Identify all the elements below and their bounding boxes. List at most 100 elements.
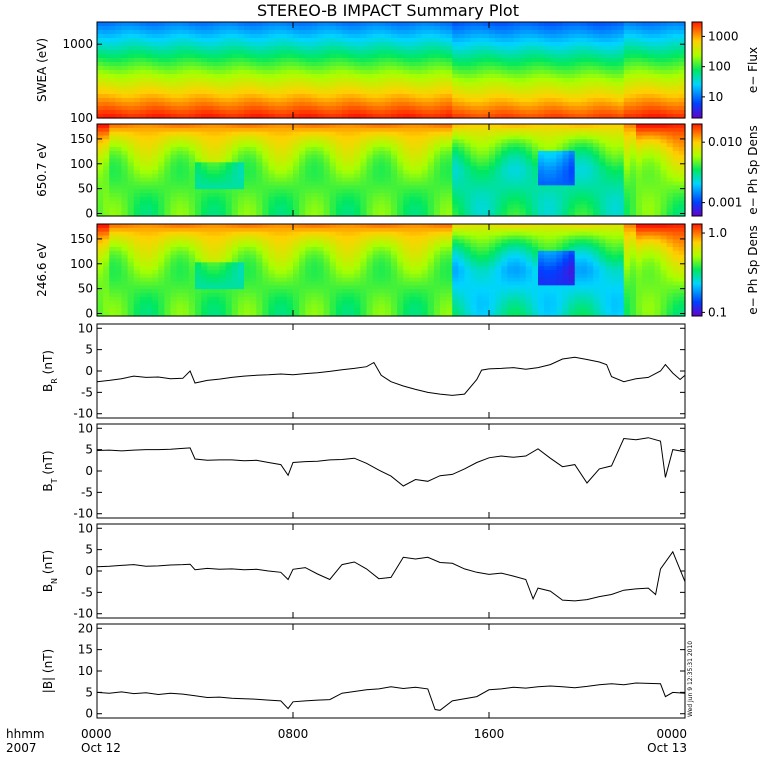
heatmap-cell (274, 127, 282, 133)
heatmap-cell (127, 147, 135, 152)
heatmap-cell (293, 34, 300, 39)
heatmap-cell (446, 46, 453, 51)
heatmap-cell (158, 289, 165, 294)
heatmap-cell (507, 58, 515, 63)
heatmap-cell (666, 181, 674, 186)
heatmap-cell (158, 22, 165, 27)
heatmap-cell (568, 204, 576, 209)
heatmap-cell (262, 181, 270, 186)
heatmap-cell (280, 208, 288, 213)
heatmap-cell (323, 34, 331, 39)
heatmap-cell (115, 189, 123, 194)
heatmap-cell (476, 22, 484, 27)
heatmap-cell (164, 300, 172, 306)
heatmap-cell (397, 66, 404, 71)
heatmap-cell (648, 189, 655, 194)
heatmap-cell (507, 154, 515, 160)
heatmap-cell (519, 82, 527, 87)
heatmap-cell (317, 204, 325, 209)
heatmap-cell (593, 208, 600, 213)
heatmap-cell (152, 139, 159, 144)
heatmap-cell (452, 94, 459, 99)
heatmap-cell (280, 200, 288, 206)
heatmap-cell (629, 38, 637, 43)
heatmap-cell (672, 177, 680, 183)
heatmap-cell (660, 166, 668, 171)
heatmap-cell (219, 154, 227, 160)
heatmap-cell (323, 46, 331, 51)
heatmap-cell (672, 154, 680, 160)
heatmap-cell (452, 114, 459, 119)
heatmap-cell (109, 262, 116, 267)
heatmap-cell (342, 50, 349, 55)
heatmap-cell (127, 185, 135, 190)
heatmap-cell (354, 193, 361, 198)
heatmap-cell (335, 66, 343, 71)
heatmap-cell (176, 293, 184, 298)
heatmap-cell (250, 66, 257, 71)
heatmap-cell (219, 158, 227, 163)
heatmap-cell (127, 254, 135, 260)
heatmap-cell (464, 106, 472, 111)
heatmap-cell (482, 135, 490, 140)
heatmap-cell (133, 34, 141, 39)
heatmap-cell (360, 124, 368, 129)
heatmap-cell (384, 135, 392, 140)
heatmap-cell (103, 258, 110, 263)
heatmap-cell (507, 208, 515, 213)
heatmap-cell (556, 26, 564, 31)
heatmap-cell (219, 170, 227, 175)
heatmap-cell (146, 185, 153, 190)
heatmap-cell (440, 94, 447, 99)
heatmap-cell (256, 212, 263, 217)
heatmap-cell (433, 131, 441, 137)
heatmap-cell (501, 66, 508, 71)
heatmap-cell (170, 90, 178, 95)
heatmap-cell (446, 185, 453, 190)
heatmap-cell (397, 204, 404, 209)
heatmap-cell (648, 74, 655, 79)
heatmap-cell (501, 150, 508, 156)
heatmap-cell (666, 46, 674, 51)
heatmap-cell (427, 58, 435, 63)
heatmap-cell (642, 200, 649, 206)
heatmap-cell (605, 46, 613, 51)
heatmap-cell (121, 239, 129, 244)
heatmap-cell (299, 147, 306, 152)
heatmap-cell (115, 78, 123, 83)
heatmap-cell (109, 273, 116, 279)
heatmap-cell (464, 127, 472, 133)
heatmap-cell (115, 106, 123, 111)
heatmap-cell (654, 102, 662, 107)
heatmap-cell (158, 58, 165, 63)
heatmap-cell (121, 208, 129, 213)
heatmap-cell (121, 235, 129, 240)
heatmap-cell (164, 94, 172, 99)
heatmap-cell (237, 143, 245, 148)
heatmap-cell (507, 50, 515, 55)
heatmap-cell (256, 90, 263, 95)
heatmap-cell (244, 181, 251, 186)
heatmap-cell (513, 62, 521, 67)
heatmap-cell (587, 98, 594, 103)
heatmap-cell (213, 177, 221, 183)
heatmap-cell (158, 204, 165, 209)
heatmap-cell (544, 200, 551, 206)
heatmap-cell (366, 212, 374, 217)
heatmap-cell (360, 185, 368, 190)
heatmap-cell (440, 204, 447, 209)
heatmap-cell (489, 143, 496, 148)
heatmap-cell (476, 46, 484, 51)
heatmap-cell (152, 78, 159, 83)
heatmap-cell (127, 162, 135, 167)
heatmap-cell (127, 86, 135, 91)
heatmap-cell (103, 193, 110, 198)
heatmap-cell (354, 46, 361, 51)
heatmap-cell (207, 208, 214, 213)
heatmap-cell (678, 158, 686, 163)
heatmap-cell (213, 58, 221, 63)
heatmap-cell (164, 62, 172, 67)
heatmap-cell (672, 98, 680, 103)
heatmap-cell (513, 102, 521, 107)
heatmap-cell (342, 54, 349, 59)
